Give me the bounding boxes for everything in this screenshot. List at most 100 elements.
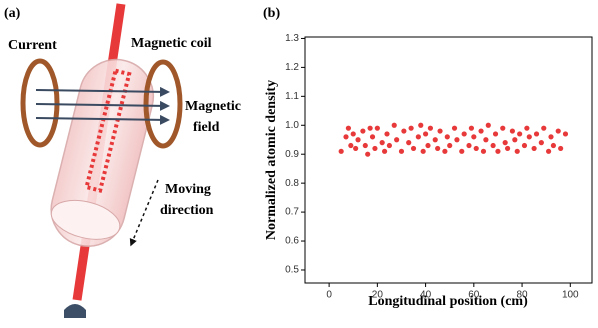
point xyxy=(427,125,434,131)
point xyxy=(394,137,400,143)
point xyxy=(442,148,448,154)
point xyxy=(362,142,368,149)
point xyxy=(538,140,544,146)
point xyxy=(345,125,352,131)
y-tick-label: 0.5 xyxy=(285,265,299,276)
point xyxy=(410,145,417,152)
point xyxy=(512,137,518,143)
point xyxy=(408,125,414,131)
label: Magnetic coil xyxy=(131,36,212,51)
point xyxy=(391,122,397,128)
label: field xyxy=(193,120,220,135)
point xyxy=(365,151,371,157)
point xyxy=(533,131,540,137)
point xyxy=(531,145,537,152)
y-axis-label: Normalized atomic density xyxy=(264,80,279,240)
point xyxy=(432,137,438,143)
point xyxy=(367,125,373,131)
point xyxy=(521,142,528,149)
point xyxy=(415,134,421,140)
point xyxy=(545,148,552,154)
panel-label: (b) xyxy=(263,6,280,21)
x-tick-label: 40 xyxy=(420,290,432,301)
y-tick-label: 0.7 xyxy=(285,207,299,218)
point xyxy=(514,148,520,154)
point xyxy=(372,145,378,152)
point xyxy=(401,128,407,134)
point xyxy=(509,128,516,134)
detector xyxy=(64,304,86,318)
point xyxy=(562,131,569,137)
y-tick-label: 1.2 xyxy=(285,62,299,73)
x-tick-label: 0 xyxy=(326,290,332,301)
point xyxy=(350,131,356,137)
point xyxy=(353,145,359,152)
point xyxy=(473,145,479,152)
point xyxy=(466,142,472,149)
panel-label: (a) xyxy=(4,6,21,21)
point xyxy=(483,137,489,143)
x-tick-label: 80 xyxy=(516,290,528,301)
point xyxy=(555,128,561,134)
y-tick-label: 0.6 xyxy=(285,236,299,247)
point xyxy=(558,145,564,152)
diagram: (a) Current Magnetic coil Magnetic field… xyxy=(4,3,241,318)
point xyxy=(459,148,465,154)
y-tick-label: 0.9 xyxy=(285,149,299,160)
point xyxy=(418,122,424,128)
field-arrow xyxy=(35,86,170,97)
point xyxy=(550,142,557,149)
point xyxy=(526,134,532,140)
y-tick-label: 0.8 xyxy=(285,178,299,189)
point xyxy=(504,145,511,152)
x-tick-label: 20 xyxy=(372,290,384,301)
moving-arrow xyxy=(129,179,159,247)
point xyxy=(524,125,530,131)
point xyxy=(454,137,460,143)
x-tick-label: 100 xyxy=(562,290,579,301)
point xyxy=(517,131,523,137)
point xyxy=(386,142,393,149)
x-axis-label: Longitudinal position (cm) xyxy=(368,294,528,309)
label: Moving xyxy=(165,182,211,197)
point xyxy=(422,131,429,137)
point xyxy=(360,128,366,134)
label: Magnetic xyxy=(185,99,241,114)
point xyxy=(343,134,349,140)
point xyxy=(379,140,385,146)
y-tick-label: 1.3 xyxy=(285,33,299,44)
point xyxy=(461,131,467,137)
point xyxy=(548,134,554,140)
point xyxy=(468,125,475,131)
point xyxy=(541,125,547,131)
field-arrow xyxy=(35,114,170,125)
label: Current xyxy=(8,38,57,53)
point xyxy=(369,134,376,140)
field-arrow xyxy=(35,100,170,111)
point xyxy=(437,128,443,134)
point xyxy=(500,125,506,131)
coil-left xyxy=(20,58,60,148)
point xyxy=(381,148,388,154)
point xyxy=(425,142,431,149)
point xyxy=(435,145,441,152)
point xyxy=(485,122,491,128)
point xyxy=(374,125,380,131)
coil-right xyxy=(143,59,183,149)
point xyxy=(451,125,458,131)
point xyxy=(471,134,477,140)
point xyxy=(492,131,499,137)
point xyxy=(384,131,390,137)
point xyxy=(355,137,361,143)
label: direction xyxy=(160,203,214,218)
y-tick-label: 1.1 xyxy=(285,91,299,102)
point xyxy=(398,148,405,154)
point xyxy=(444,134,450,140)
point xyxy=(502,140,508,146)
point xyxy=(420,148,426,154)
x-tick-label: 60 xyxy=(468,290,480,301)
point xyxy=(495,148,501,154)
point xyxy=(478,128,484,134)
plot-frame xyxy=(304,36,593,284)
